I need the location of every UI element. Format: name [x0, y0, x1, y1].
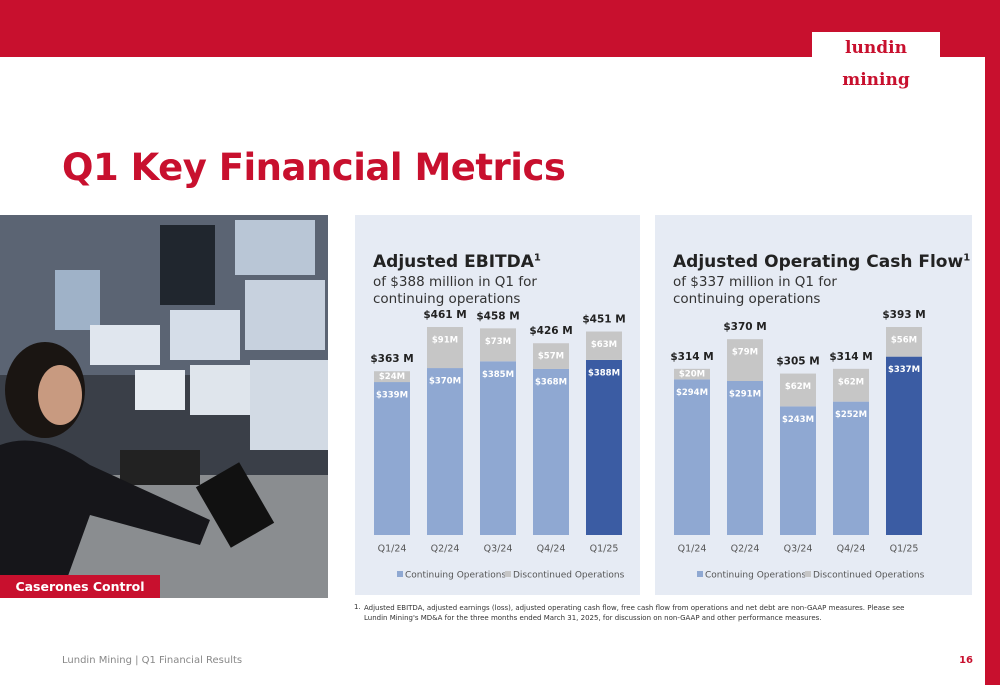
chart-subtitle: of $337 million in Q1 for continuing ope…: [673, 274, 837, 307]
photo: [0, 215, 328, 598]
chart-title-text: Adjusted EBITDA: [373, 252, 534, 272]
value-label: $252M: [835, 410, 867, 420]
footnote-number: 1.: [354, 603, 361, 611]
bar-segment: [533, 368, 569, 535]
legend-label: Continuing Operations: [405, 571, 506, 581]
legend-swatch: [805, 571, 811, 577]
total-label: $393 M: [882, 309, 925, 321]
legend-label: Discontinued Operations: [513, 571, 625, 581]
bar-segment: [833, 368, 869, 402]
total-label: $426 M: [529, 325, 572, 337]
chart-title: Adjusted EBITDA1: [373, 252, 541, 272]
bar-segment: [674, 379, 710, 535]
bar-segment: [533, 343, 569, 369]
x-tick-label: Q1/24: [678, 544, 707, 555]
chart: $294M $20M $314 M Q1/24 $291M $79M $370 M Q2/24…: [670, 309, 925, 581]
x-tick-label: Q4/24: [537, 544, 566, 555]
value-label: $243M: [782, 415, 814, 425]
page-number: 16: [959, 655, 973, 666]
total-label: $314 M: [829, 351, 872, 363]
x-tick-label: Q3/24: [784, 544, 813, 555]
total-label: $363 M: [370, 353, 413, 365]
bar-segment: [780, 373, 816, 407]
total-label: $461 M: [423, 309, 466, 321]
value-label: $294M: [676, 388, 708, 398]
bar-segment: [374, 371, 410, 383]
chart-title-text: Adjusted Operating Cash Flow: [673, 252, 964, 272]
bar-segment: [374, 382, 410, 535]
bar-segment: [886, 356, 922, 535]
legend-label: Continuing Operations: [705, 571, 806, 581]
value-label: $291M: [729, 389, 761, 399]
value-label: $79M: [732, 348, 758, 358]
legend-swatch: [397, 571, 403, 577]
legend-label: Discontinued Operations: [813, 571, 925, 581]
bar-segment: [480, 328, 516, 362]
legend-swatch: [697, 571, 703, 577]
chart-title-footnote: 1: [963, 252, 971, 264]
value-label: $57M: [538, 352, 564, 362]
chart-subtitle: of $388 million in Q1 for continuing ope…: [373, 274, 537, 307]
footer: Lundin Mining | Q1 Financial Results: [62, 655, 243, 666]
legend-swatch: [505, 571, 511, 577]
total-label: $451 M: [582, 314, 625, 326]
value-label: $73M: [485, 337, 511, 347]
value-label: $337M: [888, 365, 920, 375]
value-label: $63M: [591, 340, 617, 350]
value-label: $62M: [785, 382, 811, 392]
value-label: $56M: [891, 336, 917, 346]
chart-panel: Adjusted EBITDA1 of $388 million in Q1 fo…: [355, 215, 640, 595]
total-label: $458 M: [476, 310, 519, 322]
side-band: [985, 0, 1000, 685]
value-label: $24M: [379, 372, 405, 382]
value-label: $91M: [432, 336, 458, 346]
value-label: $20M: [679, 370, 705, 380]
bar-segment: [674, 368, 710, 380]
x-tick-label: Q1/24: [378, 544, 407, 555]
value-label: $339M: [376, 391, 408, 401]
bar-segment: [480, 361, 516, 535]
total-label: $305 M: [776, 356, 819, 368]
bar-segment: [427, 327, 463, 369]
x-tick-label: Q3/24: [484, 544, 513, 555]
chart-panel: Adjusted Operating Cash Flow1 of $337 mil…: [655, 215, 972, 595]
chart: $339M $24M $363 M Q1/24 $370M $91M $461 M Q2/24…: [370, 309, 625, 581]
bar-segment: [586, 331, 622, 360]
value-label: $385M: [482, 370, 514, 380]
value-label: $370M: [429, 377, 461, 387]
chart-title: Adjusted Operating Cash Flow1: [673, 252, 970, 272]
bar-segment: [727, 339, 763, 381]
total-label: $370 M: [723, 321, 766, 333]
footnote-text: Adjusted EBITDA, adjusted earnings (loss…: [364, 604, 905, 622]
bar-segment: [427, 368, 463, 535]
total-label: $314 M: [670, 351, 713, 363]
value-label: $368M: [535, 377, 567, 387]
value-label: $62M: [838, 377, 864, 387]
chart-title-footnote: 1: [533, 252, 541, 264]
bar-segment: [886, 327, 922, 357]
value-label: $388M: [588, 368, 620, 378]
x-tick-label: Q1/25: [890, 544, 919, 555]
logo: lundin mining: [812, 32, 940, 90]
bar-segment: [833, 401, 869, 535]
x-tick-label: Q2/24: [731, 544, 760, 555]
bar-segment: [780, 406, 816, 535]
bar-segment: [586, 359, 622, 535]
x-tick-label: Q1/25: [590, 544, 619, 555]
x-tick-label: Q2/24: [431, 544, 460, 555]
bar-segment: [727, 380, 763, 535]
x-tick-label: Q4/24: [837, 544, 866, 555]
slide-title: Q1 Key Financial Metrics: [62, 146, 566, 189]
photo-caption: Caserones Control Room: [0, 575, 160, 617]
